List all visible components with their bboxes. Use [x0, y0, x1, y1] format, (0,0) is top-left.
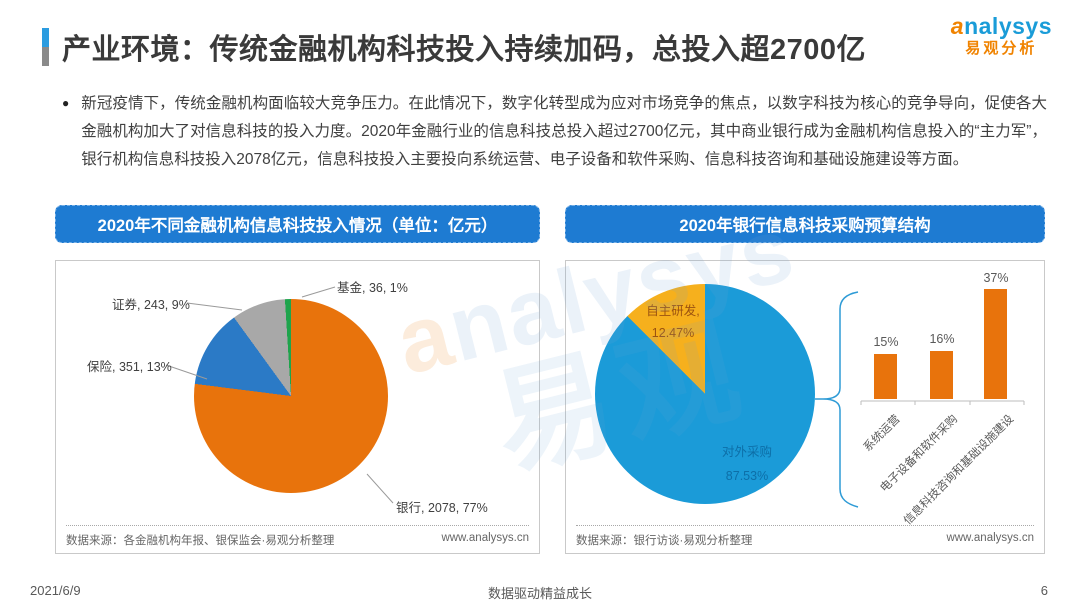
brand-logo-chinese: 易观分析: [965, 40, 1038, 58]
right-chart-column: 2020年银行信息科技采购预算结构 自主研发, 12.47% 对外采购 87.5…: [565, 205, 1045, 554]
right-chart-panel: 自主研发, 12.47% 对外采购 87.53% 15% 16% 37%: [565, 260, 1045, 554]
right-chart-header: 2020年银行信息科技采购预算结构: [565, 205, 1045, 243]
curly-brace: [822, 291, 859, 508]
page-title: 产业环境：传统金融机构科技投入持续加码，总投入超2700亿: [62, 34, 867, 66]
right-panel-footer: 数据来源：银行访谈·易观分析整理 www.analysys.cn: [576, 525, 1034, 548]
pie-label-self-dev: 自主研发, 12.47%: [634, 301, 712, 345]
pie-label-bank: 银行, 2078, 77%: [396, 501, 488, 515]
summary-paragraph: ● 新冠疫情下，传统金融机构面临较大竞争压力。在此情况下，数字化转型成为应对市场…: [62, 90, 1047, 174]
brand-logo: analysys 易观分析: [950, 13, 1052, 58]
bar-label-3: 信息科技咨询和基础设施建设: [901, 413, 1016, 528]
summary-text: 新冠疫情下，传统金融机构面临较大竞争压力。在此情况下，数字化转型成为应对市场竞争…: [81, 95, 1047, 168]
logo-swirl-icon: a: [950, 13, 965, 39]
bar-value-1: 15%: [873, 335, 899, 349]
bar-system-operation: [874, 354, 897, 399]
accent-bottom: [42, 47, 49, 66]
left-chart-header: 2020年不同金融机构信息科技投入情况（单位：亿元）: [55, 205, 540, 243]
title-row: 产业环境：传统金融机构科技投入持续加码，总投入超2700亿: [42, 26, 866, 68]
pie-label-fund: 基金, 36, 1%: [337, 281, 408, 295]
footer-date: 2021/6/9: [30, 583, 81, 598]
pie-financial-institutions: [194, 299, 388, 493]
title-accent-bar: [42, 28, 49, 66]
bar-equipment-software: [930, 351, 953, 399]
left-panel-footer: 数据来源：各金融机构年报、银保监会·易观分析整理 www.analysys.cn: [66, 525, 529, 548]
pie-label-securities: 证券, 243, 9%: [112, 298, 190, 312]
self-dev-value: 12.47%: [651, 325, 695, 340]
left-data-source: 数据来源：各金融机构年报、银保监会·易观分析整理: [66, 535, 335, 547]
bar-consulting-infrastructure: [984, 289, 1007, 399]
left-chart-panel: 基金, 36, 1% 证券, 243, 9% 保险, 351, 13% 银行, …: [55, 260, 540, 554]
footer-page-number: 6: [1040, 583, 1048, 598]
external-name: 对外采购: [721, 445, 772, 459]
footer-slogan: 数据驱动精益成长: [487, 586, 592, 601]
right-data-source: 数据来源：银行访谈·易观分析整理: [576, 535, 753, 547]
bar-label-1: 系统运营: [861, 413, 903, 455]
page-footer: 2021/6/9 数据驱动精益成长 6: [0, 578, 1080, 608]
bar-value-2: 16%: [929, 332, 955, 346]
pie-label-insurance: 保险, 351, 13%: [87, 360, 172, 374]
bullet-icon: ●: [62, 96, 70, 110]
left-website: www.analysys.cn: [441, 532, 529, 544]
brand-logo-wordmark: analysys: [950, 13, 1052, 39]
accent-top: [42, 28, 49, 47]
left-chart-column: 2020年不同金融机构信息科技投入情况（单位：亿元） 基金, 36, 1% 证券…: [55, 205, 540, 554]
bar-value-3: 37%: [983, 271, 1009, 285]
logo-text: nalysys: [964, 13, 1052, 39]
pie-label-external: 对外采购 87.53%: [708, 441, 786, 489]
right-website: www.analysys.cn: [946, 532, 1034, 544]
external-value: 87.53%: [725, 468, 769, 483]
self-dev-name: 自主研发,: [646, 304, 700, 318]
pie-procurement-budget: [595, 284, 815, 504]
